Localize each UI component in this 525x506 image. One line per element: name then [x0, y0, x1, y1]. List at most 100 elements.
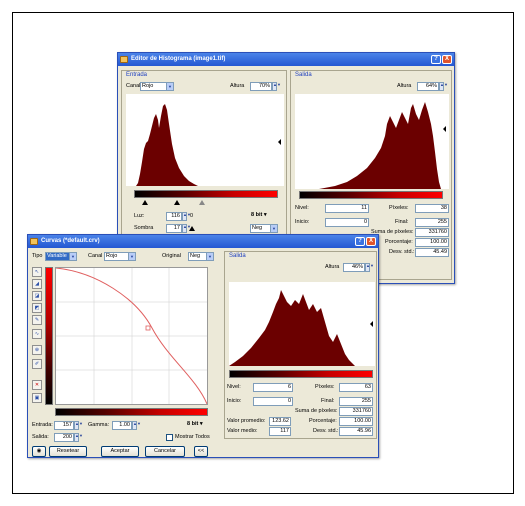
curves-nivel-label: Nivel:: [227, 384, 241, 390]
curves-output-histogram-graph: [229, 290, 373, 366]
canal-select-value: Rojo: [106, 253, 118, 259]
output-section-title: Salida: [295, 72, 312, 78]
curves-suma-label: Suma de píxeles:: [295, 408, 338, 414]
luz-spinner[interactable]: ▲▼: [182, 212, 191, 221]
shadow-slider-handle[interactable]: [142, 200, 148, 205]
height-input[interactable]: 70%: [250, 82, 272, 91]
histogram-editor-titlebar[interactable]: Editor de Histograma (image1.tif): [118, 53, 454, 66]
salida-input[interactable]: 200: [54, 433, 74, 442]
curve-graph[interactable]: [55, 267, 208, 405]
curves-height-input[interactable]: 46%: [343, 263, 365, 272]
midtone-slider-handle[interactable]: [174, 200, 180, 205]
curves-pixeles-label: Píxeles:: [315, 384, 335, 390]
freehand-tool-icon[interactable]: ✎: [32, 315, 42, 325]
curves-output-gradient-bar: [229, 370, 373, 378]
canal-select[interactable]: Rojo ▼: [104, 252, 136, 261]
height-spinner[interactable]: ▲▼: [272, 82, 281, 91]
channel-label: Canal: [126, 83, 141, 89]
curves-output-section-title: Salida: [229, 253, 246, 259]
salida-spinner[interactable]: ▲▼: [74, 433, 83, 442]
curves-porcentaje-value: 100.00: [339, 417, 373, 426]
window-title: Curvas (*default.crv): [41, 238, 100, 244]
chevron-down-icon: ▼: [270, 225, 277, 232]
curves-medio-label: Valor medio:: [227, 428, 258, 434]
close-button[interactable]: X: [442, 55, 452, 64]
curves-titlebar[interactable]: Curvas (*default.crv): [28, 235, 378, 248]
help-button[interactable]: ?: [355, 237, 365, 246]
desv-value: 45.49: [415, 248, 449, 257]
horizontal-gradient-bar: [55, 408, 208, 416]
curves-bits-select[interactable]: 8 bit ▾: [187, 421, 203, 427]
highlight-slider-handle[interactable]: [199, 200, 205, 205]
curves-desv-label: Desv. std.:: [313, 428, 339, 434]
entrada-input[interactable]: 157: [54, 421, 74, 430]
curves-height-spinner[interactable]: ▲▼: [365, 263, 374, 272]
app-icon: [30, 238, 38, 245]
help-button[interactable]: ?: [431, 55, 441, 64]
vertical-gradient-bar: [45, 267, 53, 405]
tipo-select-value: Variable: [47, 253, 67, 259]
sombra-spinner[interactable]: ▲▼: [182, 224, 191, 233]
sombra-input[interactable]: 17: [166, 224, 182, 233]
suma-label: Suma de píxeles:: [371, 229, 414, 235]
zoom-tool-icon[interactable]: ⊕: [32, 345, 42, 355]
input-histogram-graph: [136, 104, 281, 186]
pointer-icon: [278, 139, 281, 145]
curves-inicio-value: 0: [253, 397, 293, 406]
curves-height-label: Altura: [325, 264, 340, 270]
original-label: Original: [162, 253, 181, 259]
porcentaje-label: Porcentaje:: [385, 239, 413, 245]
cancelar-button[interactable]: Cancelar: [145, 446, 185, 457]
curves-nivel-value: 6: [253, 383, 293, 392]
bits-select-value: 8 bit: [251, 212, 263, 218]
input-gradient-bar: [134, 190, 278, 198]
eyedropper-gray-icon[interactable]: ◪: [32, 291, 42, 301]
gamma-spinner[interactable]: ▲▼: [132, 421, 141, 430]
gamma-input[interactable]: 1.00: [112, 421, 132, 430]
pointer-tool-icon[interactable]: ↖: [32, 267, 42, 277]
output-histogram: [295, 94, 449, 189]
chevron-down-icon: ▼: [128, 253, 135, 260]
curves-output-panel: Salida Altura 46% ▲▼ Nivel: 6 Píxeles: 6…: [224, 251, 377, 439]
curves-promedio-value: 123.62: [269, 417, 291, 426]
mostrar-todos-label: Mostrar Todos: [175, 434, 210, 440]
output-gradient-bar: [299, 191, 443, 199]
resetear-button[interactable]: Resetear: [49, 446, 87, 457]
entrada-spinner[interactable]: ▲▼: [74, 421, 83, 430]
chevron-down-icon: ▼: [69, 253, 76, 260]
close-button[interactable]: X: [366, 237, 376, 246]
channel-select[interactable]: Rojo ▼: [140, 82, 174, 91]
preview-icon[interactable]: ◉: [32, 446, 46, 457]
bits-select[interactable]: 8 bit ▾: [251, 212, 267, 218]
mostrar-todos-checkbox[interactable]: [166, 434, 173, 441]
desv-label: Desv. std.:: [389, 249, 415, 255]
output-height-label: Altura: [397, 83, 412, 89]
final-value: 255: [415, 218, 449, 227]
tipo-select[interactable]: Variable ▼: [45, 252, 77, 261]
aceptar-button[interactable]: Aceptar: [101, 446, 139, 457]
nivel-value: 11: [325, 204, 369, 213]
eyedropper-white-icon[interactable]: ◩: [32, 303, 42, 313]
eyedropper-black-icon[interactable]: ◢: [32, 279, 42, 289]
curve-control-point[interactable]: [145, 325, 151, 331]
luz-input[interactable]: 116: [166, 212, 182, 221]
luz-unit: 0: [190, 213, 194, 219]
original-select[interactable]: Neg ▼: [188, 252, 214, 261]
pencil-tool-icon[interactable]: ✐: [32, 359, 42, 369]
curve-graph-canvas: [55, 267, 208, 405]
pixeles-value: 38: [415, 204, 449, 213]
curves-suma-value: 331760: [339, 407, 373, 416]
output-height-spinner[interactable]: ▲▼: [439, 82, 448, 91]
delete-icon[interactable]: ✕: [32, 380, 42, 390]
collapse-button[interactable]: <<: [194, 446, 208, 457]
mode-select[interactable]: Neg ▼: [250, 224, 278, 233]
output-histogram-shape: [319, 102, 441, 189]
save-curve-icon[interactable]: ▣: [32, 393, 42, 403]
smooth-tool-icon[interactable]: ∿: [32, 329, 42, 339]
tipo-label: Tipo: [32, 253, 43, 259]
curves-bits-select-value: 8 bit: [187, 421, 199, 427]
sombra-label: Sombra: [134, 225, 154, 231]
tone-curve[interactable]: [55, 267, 208, 405]
input-section-title: Entrada: [126, 72, 148, 78]
output-height-input[interactable]: 64%: [417, 82, 439, 91]
